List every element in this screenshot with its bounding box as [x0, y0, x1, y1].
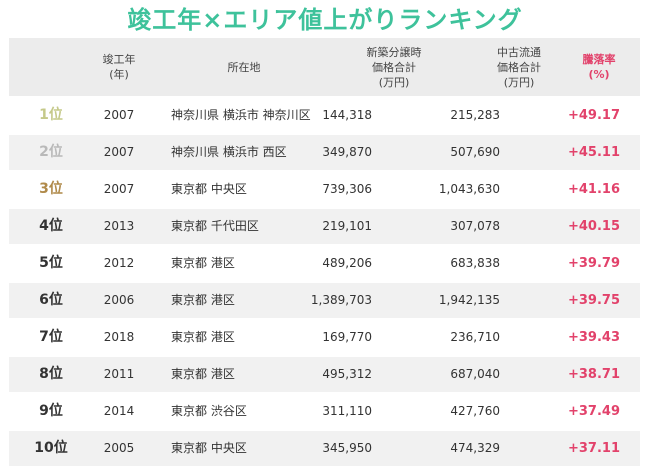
used-price-cell: 1,942,135: [438, 293, 500, 307]
year-cell: 2007: [103, 108, 135, 122]
used-price-cell: 427,760: [450, 404, 500, 418]
year-cell: 2012: [103, 256, 135, 270]
location-cell: 東京都 渋谷区: [171, 404, 247, 418]
header-year-line-2: (年): [109, 68, 129, 81]
year-cell: 2005: [103, 441, 135, 455]
table-row: 3位 2007 東京都 中央区 739,306 1,043,630 +41.16: [9, 172, 640, 207]
used-price-cell: 687,040: [450, 367, 500, 381]
used-price-cell: 1,043,630: [438, 182, 500, 196]
rank-cell: 6位: [39, 292, 63, 308]
rate-cell: +49.17: [567, 108, 620, 123]
used-price-cell: 507,690: [450, 145, 500, 159]
new-price-cell: 495,312: [322, 367, 372, 381]
rank-cell: 10位: [34, 440, 68, 456]
header-rate-line-1: 騰落率: [582, 53, 616, 66]
header-new-price-line-1: 新築分譲時: [366, 45, 422, 59]
header-rate: 騰落率 (%): [569, 38, 629, 96]
used-price-cell: 683,838: [450, 256, 500, 270]
rate-cell: +45.11: [567, 145, 620, 160]
page-title: 竣工年×エリア値上がりランキング: [127, 6, 523, 34]
header-used-price-line-2: 価格合計: [497, 60, 541, 74]
rate-cell: +38.71: [567, 367, 620, 382]
location-cell: 東京都 港区: [171, 256, 235, 270]
header-new-price-line-3: (万円): [378, 75, 410, 89]
table-row: 1位 2007 神奈川県 横浜市 神奈川区 144,318 215,283 +49.17: [9, 98, 640, 133]
header-new-price-line-2: 価格合計: [372, 60, 416, 74]
table-header: 竣工年 (年) 所在地 新築分譲時 価格合計 (万円) 中古流通 価格合計 (万…: [9, 38, 640, 96]
rank-cell: 1位: [39, 107, 63, 123]
new-price-cell: 169,770: [322, 330, 372, 344]
table-row: 4位 2013 東京都 千代田区 219,101 307,078 +40.15: [9, 209, 640, 244]
table-row: 7位 2018 東京都 港区 169,770 236,710 +39.43: [9, 320, 640, 355]
rank-cell: 3位: [39, 181, 63, 197]
header-rate-line-2: (%): [588, 68, 610, 81]
year-cell: 2007: [103, 182, 135, 196]
table-row: 5位 2012 東京都 港区 489,206 683,838 +39.79: [9, 246, 640, 281]
location-cell: 神奈川県 横浜市 西区: [171, 145, 287, 159]
used-price-cell: 215,283: [450, 108, 500, 122]
rate-cell: +37.11: [567, 441, 620, 456]
new-price-cell: 349,870: [322, 145, 372, 159]
location-cell: 東京都 港区: [171, 330, 235, 344]
table-row: 6位 2006 東京都 港区 1,389,703 1,942,135 +39.75: [9, 283, 640, 318]
rate-cell: +41.16: [567, 182, 620, 197]
location-cell: 東京都 中央区: [171, 182, 247, 196]
year-cell: 2007: [103, 145, 135, 159]
year-cell: 2013: [103, 219, 135, 233]
year-cell: 2018: [103, 330, 135, 344]
used-price-cell: 236,710: [450, 330, 500, 344]
rate-cell: +39.79: [567, 256, 620, 271]
new-price-cell: 219,101: [322, 219, 372, 233]
new-price-cell: 144,318: [322, 108, 372, 122]
year-cell: 2014: [103, 404, 135, 418]
rate-cell: +40.15: [567, 219, 620, 234]
rank-cell: 9位: [39, 403, 63, 419]
location-cell: 東京都 千代田区: [171, 219, 259, 233]
header-location-line-1: 所在地: [227, 60, 261, 74]
new-price-cell: 311,110: [322, 404, 372, 418]
location-cell: 東京都 中央区: [171, 441, 247, 455]
used-price-cell: 307,078: [450, 219, 500, 233]
location-cell: 神奈川県 横浜市 神奈川区: [171, 108, 311, 122]
year-cell: 2006: [103, 293, 135, 307]
location-cell: 東京都 港区: [171, 293, 235, 307]
rate-cell: +39.43: [567, 330, 620, 345]
header-used-price: 中古流通 価格合計 (万円): [464, 38, 574, 96]
table-row: 9位 2014 東京都 渋谷区 311,110 427,760 +37.49: [9, 394, 640, 429]
table-row: 8位 2011 東京都 港区 495,312 687,040 +38.71: [9, 357, 640, 392]
table-body: 1位 2007 神奈川県 横浜市 神奈川区 144,318 215,283 +49.17 2…: [9, 98, 640, 466]
rate-cell: +39.75: [567, 293, 620, 308]
header-new-price: 新築分譲時 価格合計 (万円): [339, 38, 449, 96]
rank-cell: 4位: [39, 218, 63, 234]
header-year: 竣工年 (年): [89, 38, 149, 96]
rank-cell: 8位: [39, 366, 63, 382]
header-year-line-1: 竣工年: [102, 53, 136, 66]
table-row: 10位 2005 東京都 中央区 345,950 474,329 +37.11: [9, 431, 640, 466]
rank-cell: 2位: [39, 144, 63, 160]
rank-cell: 5位: [39, 255, 63, 271]
new-price-cell: 489,206: [322, 256, 372, 270]
header-used-price-line-3: (万円): [503, 75, 535, 89]
table-row: 2位 2007 神奈川県 横浜市 西区 349,870 507,690 +45.11: [9, 135, 640, 170]
header-used-price-line-1: 中古流通: [497, 45, 541, 59]
new-price-cell: 1,389,703: [310, 293, 372, 307]
rate-cell: +37.49: [567, 404, 620, 419]
new-price-cell: 739,306: [322, 182, 372, 196]
year-cell: 2011: [103, 367, 135, 381]
used-price-cell: 474,329: [450, 441, 500, 455]
header-location: 所在地: [204, 38, 284, 96]
new-price-cell: 345,950: [322, 441, 372, 455]
location-cell: 東京都 港区: [171, 367, 235, 381]
rank-cell: 7位: [39, 329, 63, 345]
ranking-table: 竣工年 (年) 所在地 新築分譲時 価格合計 (万円) 中古流通 価格合計 (万…: [9, 38, 640, 466]
